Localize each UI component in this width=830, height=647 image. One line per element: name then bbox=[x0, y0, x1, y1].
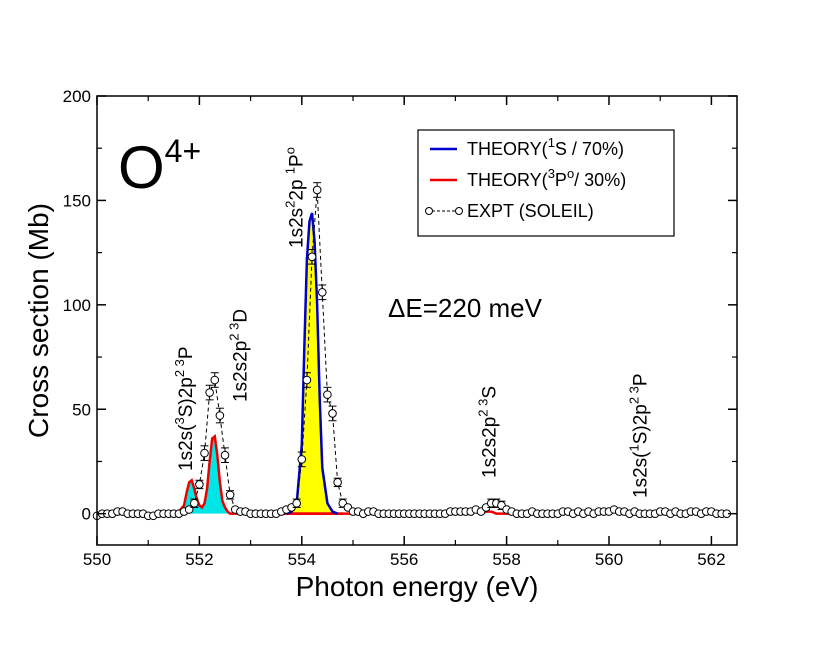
peak-label: 1s2s2p2 3D bbox=[226, 309, 251, 402]
peak-label-part: S bbox=[480, 386, 501, 399]
expt-point bbox=[297, 455, 307, 464]
peak-label-sup: 3 bbox=[172, 417, 187, 424]
ion-label-charge: 4+ bbox=[165, 133, 201, 169]
peak-label-part: S)2p bbox=[631, 404, 652, 444]
x-tick-label: 562 bbox=[697, 550, 725, 569]
peak-label: 1s2s(3S)2p2 3P bbox=[172, 346, 197, 471]
expt-point bbox=[210, 375, 220, 385]
peak-label-part: S)2p bbox=[176, 377, 197, 417]
y-tick-label: 50 bbox=[72, 400, 91, 419]
y-tick-label: 150 bbox=[63, 191, 91, 210]
legend-label-sup: o bbox=[567, 166, 574, 181]
experiment-layer bbox=[92, 182, 732, 521]
legend-label: THEORY(3Po/ 30%) bbox=[467, 166, 626, 190]
legend-label-part: EXPT (SOLEIL) bbox=[467, 201, 594, 221]
expt-point bbox=[189, 498, 199, 508]
expt-point bbox=[317, 288, 327, 297]
legend-marker bbox=[425, 207, 433, 215]
expt-point bbox=[215, 411, 225, 420]
expt-point bbox=[292, 498, 301, 508]
y-tick-label: 0 bbox=[82, 505, 91, 524]
ion-label: O4+ bbox=[118, 133, 201, 201]
legend-box bbox=[417, 129, 675, 237]
legend-label-part: THEORY( bbox=[467, 170, 548, 190]
peak-label-part: D bbox=[230, 309, 251, 323]
legend-label-sup: 1 bbox=[548, 135, 555, 150]
legend-marker bbox=[455, 207, 463, 215]
legend-label-part: THEORY( bbox=[467, 139, 548, 159]
peak-label-sup: 2 bbox=[283, 201, 298, 208]
peak-label-sup: 2 3 bbox=[226, 323, 241, 341]
legend: THEORY(1S / 70%)THEORY(3Po/ 30%)EXPT (SO… bbox=[417, 129, 675, 237]
theory-1s-fill bbox=[286, 212, 338, 514]
peak-label-part: 1s2s( bbox=[176, 424, 197, 471]
x-tick-label: 554 bbox=[288, 550, 316, 569]
peak-label-sup: 1 bbox=[627, 444, 642, 451]
theory-line-layer bbox=[173, 212, 712, 516]
peak-label-part: P bbox=[287, 154, 308, 167]
expt-point bbox=[195, 480, 204, 489]
peak-label-part: 1s2s2p bbox=[230, 341, 251, 402]
legend-label-part: / 30%) bbox=[574, 170, 626, 190]
resolution-label: ΔE=220 meV bbox=[388, 293, 543, 323]
legend-label-part: P bbox=[555, 170, 567, 190]
expt-point bbox=[220, 450, 230, 460]
peak-label-sup: 2 3 bbox=[627, 386, 642, 404]
x-tick-label: 556 bbox=[390, 550, 418, 569]
expt-point bbox=[200, 448, 209, 458]
theory-fill-layer bbox=[173, 212, 338, 514]
expt-point bbox=[184, 505, 194, 514]
expt-point bbox=[205, 388, 214, 397]
peak-label-part: 2p bbox=[287, 174, 308, 200]
x-tick-label: 552 bbox=[185, 550, 213, 569]
expt-point bbox=[312, 185, 322, 195]
legend-label-part: S / 70%) bbox=[555, 139, 624, 159]
theory-1s-line bbox=[285, 212, 339, 515]
x-tick-label: 560 bbox=[595, 550, 623, 569]
theory-3p-fill bbox=[173, 436, 241, 514]
legend-label-sup: 3 bbox=[548, 166, 555, 181]
y-tick-label: 200 bbox=[63, 87, 91, 106]
peak-label-part: 1s2s bbox=[287, 208, 308, 248]
expt-point bbox=[323, 390, 332, 399]
peak-label-sup: 1 bbox=[283, 167, 298, 174]
axis-ticks-layer: 550 552 554 556 558 560 562 0 50 100 150 200 bbox=[63, 87, 737, 569]
y-tick-label: 100 bbox=[63, 296, 91, 315]
peak-label-part: P bbox=[631, 373, 652, 386]
plot-frame bbox=[96, 95, 738, 546]
peak-label-part: 1s2s2p bbox=[480, 417, 501, 478]
peak-label-sup: o bbox=[283, 147, 298, 154]
peak-label: 1s2s2p2 3S bbox=[476, 386, 501, 478]
peak-label-sup: 2 3 bbox=[172, 359, 187, 377]
legend-label: THEORY(1S / 70%) bbox=[467, 135, 624, 159]
expt-point bbox=[225, 490, 235, 500]
peak-label: 1s2s(1S)2p2 3P bbox=[627, 373, 652, 498]
peak-label-part: 1s2s( bbox=[631, 451, 652, 498]
peak-label: 1s2s22p 1Po bbox=[283, 147, 308, 248]
expt-point bbox=[307, 252, 317, 262]
peak-label-part: P bbox=[176, 346, 197, 359]
peak-label-sup: 2 3 bbox=[476, 399, 491, 417]
expt-point bbox=[302, 375, 312, 385]
x-tick-label: 550 bbox=[83, 550, 111, 569]
x-axis-title: Photon energy (eV) bbox=[296, 571, 539, 602]
expt-point bbox=[328, 409, 337, 418]
expt-point bbox=[333, 478, 342, 487]
x-tick-label: 558 bbox=[492, 550, 520, 569]
y-axis-title: Cross section (Mb) bbox=[23, 203, 54, 438]
legend-label: EXPT (SOLEIL) bbox=[467, 201, 594, 221]
ion-label-base: O bbox=[118, 134, 165, 201]
